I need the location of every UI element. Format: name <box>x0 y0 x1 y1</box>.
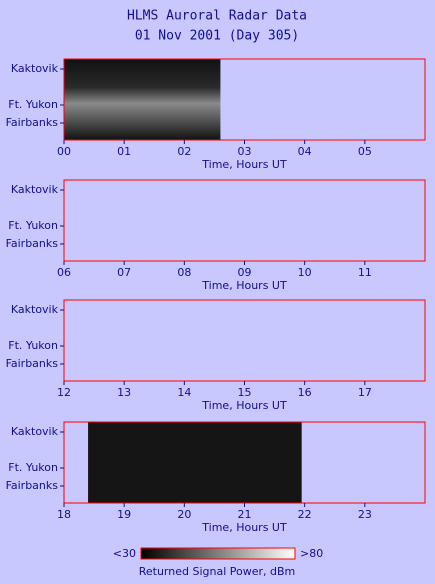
x-axis-label: Time, Hours UT <box>201 279 287 292</box>
station-label: Kaktovik <box>11 425 59 438</box>
x-tick-label: 08 <box>177 266 191 279</box>
colorbar-max: >80 <box>300 547 323 560</box>
colorbar-min: <30 <box>113 547 136 560</box>
x-tick-label: 19 <box>117 508 131 521</box>
panel-frame <box>63 299 426 382</box>
x-tick-label: 18 <box>57 508 71 521</box>
x-tick-label: 01 <box>117 145 131 158</box>
x-tick-label: 14 <box>177 386 191 399</box>
subtitle: 01 Nov 2001 (Day 305) <box>135 29 299 44</box>
colorbar-label: Returned Signal Power, dBm <box>139 565 296 578</box>
x-axis-label: Time, Hours UT <box>201 158 287 171</box>
x-tick-label: 00 <box>57 145 71 158</box>
station-label: Fairbanks <box>6 479 59 492</box>
colorbar <box>140 547 296 560</box>
station-label: Ft. Yukon <box>8 339 58 352</box>
station-label: Fairbanks <box>6 237 59 250</box>
x-tick-label: 13 <box>117 386 131 399</box>
signal-data <box>64 59 221 140</box>
x-tick-label: 02 <box>177 145 191 158</box>
station-label: Fairbanks <box>6 357 59 370</box>
x-tick-label: 04 <box>298 145 312 158</box>
x-tick-label: 23 <box>358 508 372 521</box>
signal-data <box>88 422 302 503</box>
x-tick-label: 22 <box>298 508 312 521</box>
x-tick-label: 06 <box>57 266 71 279</box>
x-tick-label: 21 <box>238 508 252 521</box>
station-label: Kaktovik <box>11 303 59 316</box>
x-tick-label: 16 <box>298 386 312 399</box>
station-label: Kaktovik <box>11 62 59 75</box>
station-label: Ft. Yukon <box>8 219 58 232</box>
station-label: Ft. Yukon <box>8 98 58 111</box>
station-label: Fairbanks <box>6 116 59 129</box>
x-tick-label: 07 <box>117 266 131 279</box>
x-tick-label: 10 <box>298 266 312 279</box>
x-tick-label: 20 <box>177 508 191 521</box>
panel-frame <box>63 179 426 262</box>
station-label: Ft. Yukon <box>8 461 58 474</box>
x-tick-label: 11 <box>358 266 372 279</box>
x-tick-label: 15 <box>238 386 252 399</box>
title: HLMS Auroral Radar Data <box>127 9 307 24</box>
x-tick-label: 09 <box>238 266 252 279</box>
x-tick-label: 05 <box>358 145 372 158</box>
x-tick-label: 03 <box>238 145 252 158</box>
station-label: Kaktovik <box>11 183 59 196</box>
x-axis-label: Time, Hours UT <box>201 521 287 534</box>
x-tick-label: 17 <box>358 386 372 399</box>
x-axis-label: Time, Hours UT <box>201 399 287 412</box>
x-tick-label: 12 <box>57 386 71 399</box>
